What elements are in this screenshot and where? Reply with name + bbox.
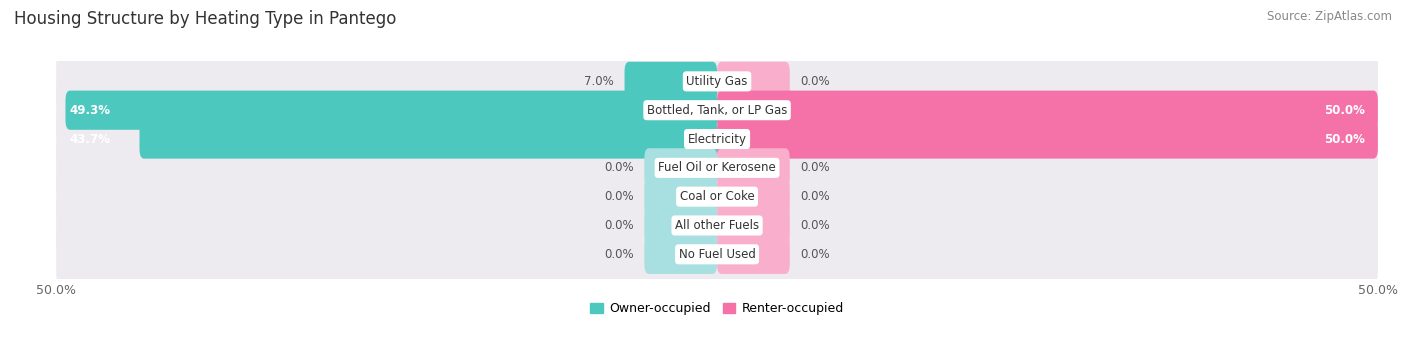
Text: 7.0%: 7.0% — [585, 75, 614, 88]
FancyBboxPatch shape — [56, 193, 1378, 258]
FancyBboxPatch shape — [56, 107, 1378, 171]
FancyBboxPatch shape — [56, 49, 1378, 114]
FancyBboxPatch shape — [56, 136, 1378, 200]
FancyBboxPatch shape — [66, 90, 717, 130]
Text: 0.0%: 0.0% — [800, 190, 830, 203]
Text: All other Fuels: All other Fuels — [675, 219, 759, 232]
FancyBboxPatch shape — [717, 177, 790, 216]
Text: 0.0%: 0.0% — [800, 248, 830, 261]
Text: Coal or Coke: Coal or Coke — [679, 190, 755, 203]
Text: 0.0%: 0.0% — [605, 162, 634, 174]
Text: 0.0%: 0.0% — [605, 190, 634, 203]
Text: 0.0%: 0.0% — [605, 248, 634, 261]
FancyBboxPatch shape — [717, 235, 790, 274]
Text: 50.0%: 50.0% — [1324, 133, 1365, 146]
FancyBboxPatch shape — [624, 62, 717, 101]
FancyBboxPatch shape — [717, 206, 790, 245]
FancyBboxPatch shape — [717, 62, 790, 101]
Text: 0.0%: 0.0% — [800, 219, 830, 232]
Text: Bottled, Tank, or LP Gas: Bottled, Tank, or LP Gas — [647, 104, 787, 117]
Text: No Fuel Used: No Fuel Used — [679, 248, 755, 261]
Text: 0.0%: 0.0% — [800, 75, 830, 88]
Text: Electricity: Electricity — [688, 133, 747, 146]
FancyBboxPatch shape — [717, 119, 1378, 159]
Text: 43.7%: 43.7% — [69, 133, 110, 146]
FancyBboxPatch shape — [644, 148, 717, 187]
FancyBboxPatch shape — [644, 177, 717, 216]
Text: 49.3%: 49.3% — [69, 104, 111, 117]
Text: Source: ZipAtlas.com: Source: ZipAtlas.com — [1267, 10, 1392, 23]
Text: 0.0%: 0.0% — [800, 162, 830, 174]
Text: Utility Gas: Utility Gas — [686, 75, 748, 88]
FancyBboxPatch shape — [56, 164, 1378, 229]
FancyBboxPatch shape — [644, 206, 717, 245]
Text: 50.0%: 50.0% — [1324, 104, 1365, 117]
FancyBboxPatch shape — [139, 119, 717, 159]
Text: Fuel Oil or Kerosene: Fuel Oil or Kerosene — [658, 162, 776, 174]
Text: Housing Structure by Heating Type in Pantego: Housing Structure by Heating Type in Pan… — [14, 10, 396, 28]
Text: 0.0%: 0.0% — [605, 219, 634, 232]
Legend: Owner-occupied, Renter-occupied: Owner-occupied, Renter-occupied — [585, 298, 849, 320]
FancyBboxPatch shape — [717, 148, 790, 187]
FancyBboxPatch shape — [56, 222, 1378, 287]
FancyBboxPatch shape — [56, 78, 1378, 142]
FancyBboxPatch shape — [644, 235, 717, 274]
FancyBboxPatch shape — [717, 90, 1378, 130]
